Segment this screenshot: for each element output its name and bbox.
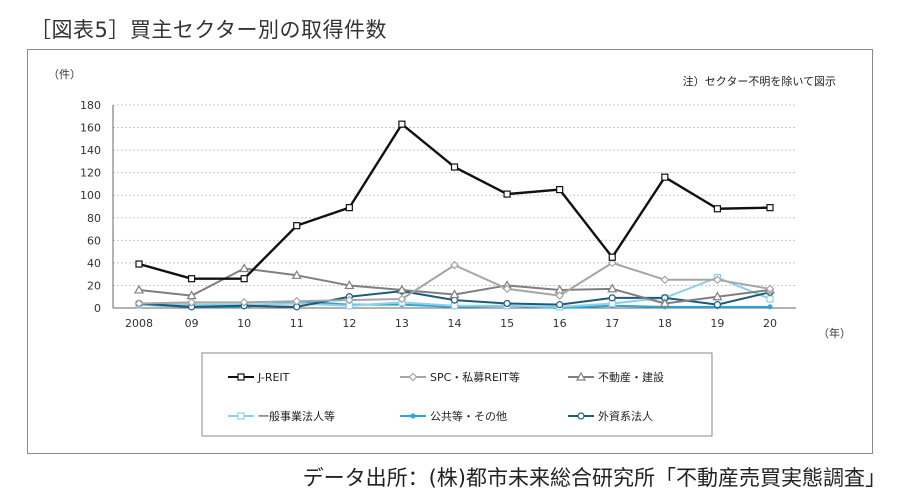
x-tick-label: 11 [290, 317, 304, 330]
data-point [713, 301, 722, 309]
data-point [345, 204, 353, 212]
legend-label: 外資系法人 [598, 409, 653, 423]
x-tick-label: 19 [710, 317, 724, 330]
series-line [138, 122, 771, 280]
data-point [187, 275, 196, 283]
data-point [556, 301, 564, 309]
legend-marker [408, 372, 418, 382]
y-tick-label: 140 [80, 144, 101, 157]
legend-marker [237, 373, 245, 381]
x-tick-label: 09 [185, 317, 199, 330]
y-tick-label: 160 [80, 122, 101, 135]
chart-note: 注）セクター不明を除いて図示 [683, 74, 836, 88]
legend-marker [575, 371, 587, 381]
data-point [450, 163, 459, 171]
y-axis-label: （件） [48, 68, 81, 81]
data-point [607, 258, 617, 268]
data-point [449, 289, 460, 299]
figure-title: ［図表5］買主セクター別の取得件数 [30, 18, 388, 42]
data-point [135, 260, 143, 268]
legend-label: SPC・私募REIT等 [430, 370, 520, 384]
legend [201, 352, 713, 437]
data-point [450, 260, 459, 270]
data-point [239, 298, 249, 307]
legend-label: 不動産・建設 [598, 370, 664, 384]
data-point [503, 299, 511, 308]
x-tick-label: 13 [395, 317, 409, 330]
chart-frame: 0 20 40 60 80 100 120 140 160 180 2008 09 10 11 12 13 14… [27, 49, 873, 454]
data-point [397, 294, 407, 304]
data-point [767, 304, 773, 310]
data-point [765, 284, 775, 294]
legend-label: 公共等・その他 [430, 409, 507, 423]
data-point [134, 299, 144, 308]
data-point [293, 222, 301, 230]
legend-label: J-REIT [257, 371, 290, 384]
data-point [712, 291, 723, 301]
data-point [766, 204, 774, 212]
data-point [607, 283, 618, 293]
legend-marker [577, 412, 585, 420]
data-point [291, 270, 302, 279]
data-point [608, 253, 616, 261]
data-point [555, 291, 565, 300]
data-point [556, 185, 564, 194]
data-point [187, 298, 196, 307]
x-tick-label: 15 [500, 317, 514, 330]
legend-marker [237, 412, 245, 420]
y-tick-label: 100 [80, 189, 101, 202]
line-chart: 0 20 40 60 80 100 120 140 160 180 2008 09 10 11 12 13 14… [48, 68, 851, 437]
data-point [766, 295, 774, 303]
data-point [344, 280, 355, 290]
y-tick-label: 180 [80, 99, 101, 112]
y-tick-label: 0 [94, 302, 101, 315]
y-tick-label: 120 [80, 167, 101, 180]
data-point [659, 298, 670, 308]
legend-label: 一般事業法人等 [258, 409, 335, 423]
x-tick-label: 12 [342, 317, 356, 330]
y-tick-label: 20 [87, 279, 101, 292]
x-tick-label: 20 [763, 317, 777, 330]
y-tick-label: 40 [87, 257, 101, 270]
y-tick-label: 80 [87, 212, 101, 225]
legend-marker [410, 413, 416, 419]
x-tick-label: 16 [553, 317, 567, 330]
data-point [398, 120, 406, 128]
x-tick-label: 2008 [125, 317, 153, 330]
x-tick-label: 17 [605, 317, 619, 330]
data-point [660, 275, 670, 285]
data-point [661, 173, 669, 181]
data-point [344, 295, 354, 305]
data-point [608, 294, 616, 302]
data-point [502, 284, 512, 294]
x-axis-label: （年） [818, 326, 851, 340]
data-point [396, 284, 407, 294]
x-tick-label: 10 [237, 317, 251, 330]
data-point [713, 205, 722, 213]
x-tick-label: 18 [658, 317, 672, 330]
data-point [240, 275, 248, 283]
data-point [713, 275, 722, 285]
data-point [239, 263, 250, 273]
y-tick-label: 60 [87, 234, 101, 247]
data-source: データ出所：(株)都市未来総合研究所「不動産売買実態調査」 [302, 466, 886, 490]
data-point [503, 190, 511, 198]
data-point [292, 296, 302, 306]
x-tick-label: 14 [448, 317, 462, 330]
data-point [133, 284, 145, 294]
